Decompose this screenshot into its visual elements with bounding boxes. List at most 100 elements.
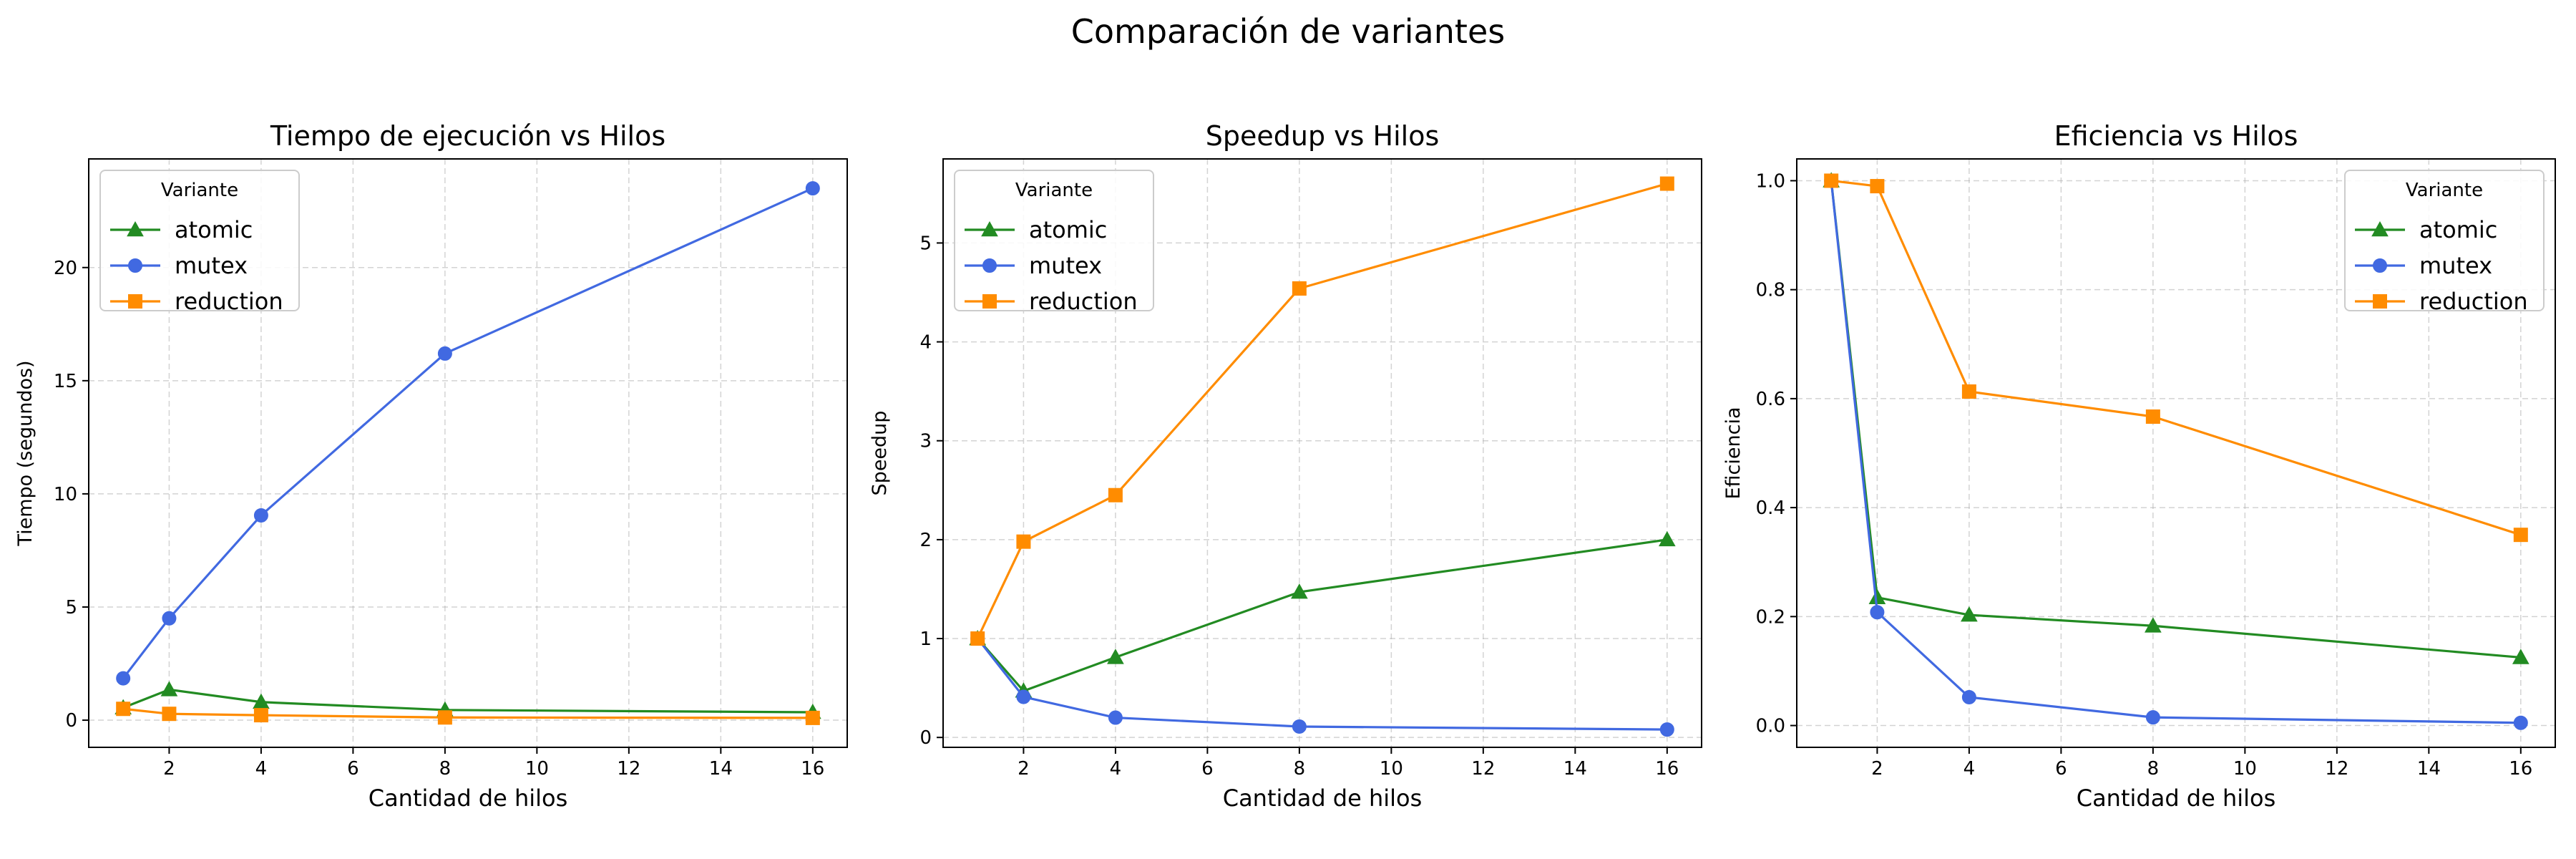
series-reduction-point-3 (1292, 281, 1307, 296)
legend-label-mutex: mutex (2419, 252, 2492, 279)
legend-entry-reduction: reduction (2355, 288, 2528, 315)
x-axis-label: Cantidad de hilos (1223, 785, 1423, 812)
chart-title: Speedup vs Hilos (1206, 120, 1440, 152)
legend: Variante atomic mutex reduction (954, 170, 1154, 315)
series-mutex-point-1 (1016, 689, 1031, 704)
y-tick-label: 0.2 (1756, 606, 1785, 628)
series-atomic-point-2 (1961, 606, 1978, 622)
legend-reduction-point-0 (2373, 294, 2387, 309)
legend-title: Variante (1015, 180, 1093, 201)
chart-title: Tiempo de ejecución vs Hilos (270, 120, 665, 152)
series-mutex-point-2 (1108, 710, 1123, 725)
axes-frame (1796, 158, 2556, 748)
x-tick-label: 2 (1018, 758, 1030, 780)
legend-label-reduction: reduction (2419, 288, 2528, 315)
x-tick-label: 14 (1563, 758, 1587, 780)
x-tick-label: 6 (2055, 758, 2067, 780)
series-mutex-point-0 (116, 671, 131, 686)
y-tick-label: 0.4 (1756, 498, 1785, 519)
series-reduction-point-1 (1016, 534, 1031, 549)
series-mutex-point-2 (253, 508, 268, 523)
y-tick-label: 5 (65, 597, 77, 618)
y-tick-label: 0.0 (1756, 716, 1785, 737)
legend-mutex-point-0 (128, 258, 142, 273)
y-tick-label: 0 (919, 727, 932, 749)
y-tick-label: 0 (65, 710, 77, 732)
legend-box (2344, 170, 2545, 311)
legend-box (954, 170, 1154, 311)
axes-frame (942, 158, 1702, 748)
figure-title: Comparación de variantes (1071, 12, 1505, 51)
series-mutex (116, 181, 820, 686)
series-mutex-point-4 (2513, 715, 2528, 730)
legend-entry-atomic: atomic (965, 216, 1107, 243)
series-atomic-point-3 (2145, 617, 2162, 633)
series-reduction (116, 702, 820, 725)
legend-label-reduction: reduction (175, 288, 283, 315)
series-atomic-point-4 (1658, 530, 1676, 547)
x-tick-label: 8 (2147, 758, 2160, 780)
x-tick-label: 8 (439, 758, 452, 780)
series-reduction (1824, 173, 2528, 543)
series-reduction-point-1 (162, 707, 177, 722)
series-mutex-point-2 (1961, 689, 1976, 704)
x-tick-label: 12 (1471, 758, 1495, 780)
y-tick-label: 1 (919, 629, 932, 650)
series-reduction-point-3 (437, 710, 452, 725)
legend-entry-reduction: reduction (965, 288, 1138, 315)
legend-atomic-point-0 (127, 220, 144, 237)
x-tick-label: 14 (709, 758, 733, 780)
legend: Variante atomic mutex reduction (99, 170, 300, 315)
series-reduction-point-3 (2145, 409, 2160, 424)
series-reduction-point-4 (1659, 176, 1674, 191)
x-tick-label: 6 (1201, 758, 1214, 780)
series-reduction-point-2 (253, 708, 268, 723)
x-tick-label: 10 (2233, 758, 2257, 780)
x-tick-label: 2 (1871, 758, 1883, 780)
x-tick-label: 10 (1380, 758, 1403, 780)
y-tick-label: 4 (919, 332, 932, 354)
legend-title: Variante (161, 180, 238, 201)
y-tick-label: 1.0 (1756, 170, 1785, 192)
x-axis-label: Cantidad de hilos (369, 785, 568, 812)
series-atomic-point-1 (160, 681, 178, 697)
series-reduction-point-4 (805, 710, 820, 725)
legend-entry-mutex: mutex (110, 252, 248, 279)
x-tick-label: 16 (2509, 758, 2532, 780)
series-atomic-point-3 (1291, 583, 1308, 599)
series-reduction (970, 176, 1674, 646)
series-reduction-point-2 (1961, 384, 1976, 399)
legend-entry-atomic: atomic (2355, 216, 2497, 243)
chart-panel-3: 2 4 6 8 10 12 14 16 0.0 0.2 0.4 0.6 0.8 1.0 Eficiencia… (1722, 120, 2556, 812)
series-mutex-point-1 (162, 611, 177, 626)
series-mutex-point-1 (1870, 605, 1885, 620)
y-tick-label: 20 (54, 258, 77, 279)
legend-label-mutex: mutex (175, 252, 248, 279)
series-reduction-point-0 (1824, 173, 1839, 188)
legend-reduction-point-0 (128, 294, 142, 309)
legend-entry-mutex: mutex (965, 252, 1102, 279)
legend-box (99, 170, 300, 311)
legend-title: Variante (2406, 180, 2483, 201)
series-mutex-point-3 (1292, 719, 1307, 734)
legend-reduction-point-0 (982, 294, 997, 309)
x-tick-label: 8 (1294, 758, 1306, 780)
series-mutex-point-3 (437, 346, 452, 361)
y-tick-label: 15 (54, 371, 77, 392)
x-tick-label: 14 (2417, 758, 2441, 780)
legend-entry-atomic: atomic (110, 216, 253, 243)
legend-entry-mutex: mutex (2355, 252, 2492, 279)
chart-panel-1: 2 4 6 8 10 12 14 16 0 5 10 15 20 Tiempo de ejecución … (14, 120, 848, 812)
axes-frame (88, 158, 848, 748)
x-tick-label: 10 (525, 758, 549, 780)
series-mutex-point-3 (2145, 710, 2160, 725)
series-reduction-point-0 (970, 631, 985, 646)
series-mutex-point-4 (805, 181, 820, 196)
x-tick-label: 16 (1655, 758, 1679, 780)
x-tick-label: 4 (255, 758, 268, 780)
series-reduction-point-2 (1108, 487, 1123, 503)
legend: Variante atomic mutex reduction (2344, 170, 2545, 315)
legend-label-atomic: atomic (1029, 216, 1107, 243)
